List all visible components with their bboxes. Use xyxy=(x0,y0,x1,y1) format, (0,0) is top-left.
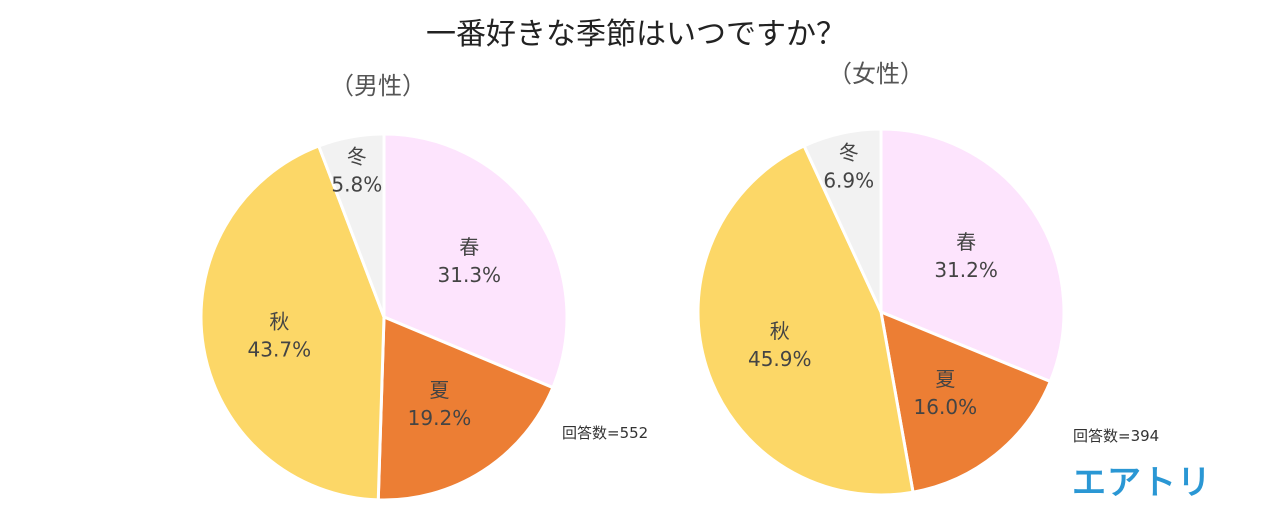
slice-value-male-winter: 5.8% xyxy=(331,172,382,196)
slice-name-female-summer: 夏 xyxy=(935,367,955,391)
slice-value-female-summer: 16.0% xyxy=(914,395,978,419)
slice-name-female-autumn: 秋 xyxy=(770,319,790,343)
slice-value-female-autumn: 45.9% xyxy=(748,347,812,371)
slice-value-male-spring: 31.3% xyxy=(438,263,502,287)
pie-chart-female: （女性） 春 31.2% 夏 16.0% 秋 45.9% 冬 6.9% 回答数=394 xyxy=(696,60,1159,497)
slice-value-female-spring: 31.2% xyxy=(934,258,998,282)
slice-name-male-summer: 夏 xyxy=(429,378,449,402)
slice-name-male-spring: 春 xyxy=(459,235,479,259)
pie-slice-female-winter xyxy=(802,127,883,313)
slice-name-female-spring: 春 xyxy=(956,230,976,254)
response-count-female: 回答数=394 xyxy=(1073,427,1159,445)
slice-value-female-winter: 6.9% xyxy=(823,168,874,192)
pie-slice-female-spring xyxy=(879,127,1066,384)
pie-subtitle-female: （女性） xyxy=(828,60,924,88)
pie-slice-male-summer xyxy=(376,314,555,502)
chart-title: 一番好きな季節はいつですか？ xyxy=(426,17,846,52)
pie-slice-male-autumn xyxy=(199,144,386,502)
pie-slice-female-summer xyxy=(879,309,1053,494)
slice-value-male-autumn: 43.7% xyxy=(248,338,312,362)
slice-name-female-winter: 冬 xyxy=(839,140,859,164)
response-count-male: 回答数=552 xyxy=(562,424,648,442)
airtrip-logo: エアトリ xyxy=(1072,463,1212,503)
pie-subtitle-male: （男性） xyxy=(330,72,426,100)
pie-slice-female-autumn xyxy=(696,143,915,497)
pie-slice-male-spring xyxy=(382,132,569,390)
pie-chart-male: （男性） 春 31.3% 夏 19.2% 秋 43.7% 冬 5.8% 回答数=552 xyxy=(199,72,648,502)
slice-name-male-winter: 冬 xyxy=(347,144,367,168)
slice-name-male-autumn: 秋 xyxy=(269,310,289,334)
slice-value-male-summer: 19.2% xyxy=(408,406,472,430)
pie-slice-male-winter xyxy=(316,132,386,318)
